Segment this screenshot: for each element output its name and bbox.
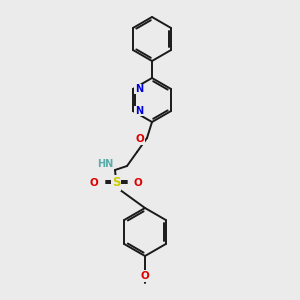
Text: N: N bbox=[135, 84, 143, 94]
Text: S: S bbox=[112, 176, 120, 190]
Text: N: N bbox=[135, 106, 143, 116]
Text: HN: HN bbox=[97, 159, 113, 169]
Text: O: O bbox=[134, 178, 143, 188]
Text: O: O bbox=[135, 134, 144, 144]
Text: O: O bbox=[89, 178, 98, 188]
Text: O: O bbox=[141, 271, 149, 281]
